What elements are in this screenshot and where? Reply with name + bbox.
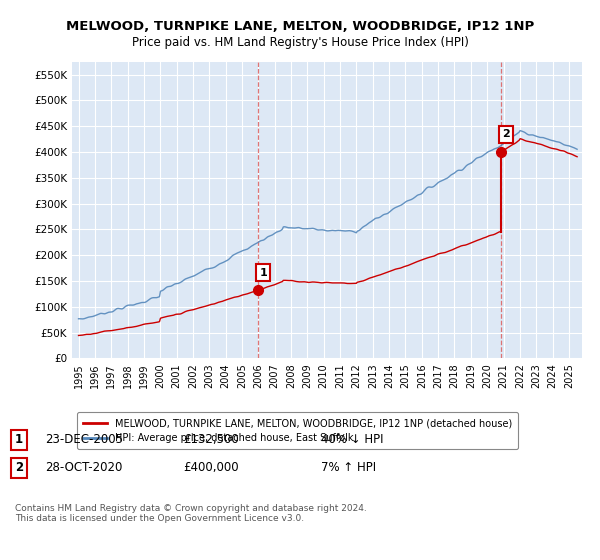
Text: MELWOOD, TURNPIKE LANE, MELTON, WOODBRIDGE, IP12 1NP: MELWOOD, TURNPIKE LANE, MELTON, WOODBRID… xyxy=(66,20,534,32)
Text: 28-OCT-2020: 28-OCT-2020 xyxy=(45,461,122,474)
Text: 23-DEC-2005: 23-DEC-2005 xyxy=(45,433,123,446)
Text: 1: 1 xyxy=(15,433,23,446)
Text: 1: 1 xyxy=(259,268,267,278)
Text: £400,000: £400,000 xyxy=(183,461,239,474)
Text: 2: 2 xyxy=(15,461,23,474)
Text: 7% ↑ HPI: 7% ↑ HPI xyxy=(321,461,376,474)
Text: Contains HM Land Registry data © Crown copyright and database right 2024.
This d: Contains HM Land Registry data © Crown c… xyxy=(15,504,367,524)
Text: 2: 2 xyxy=(502,129,510,139)
Text: £132,500: £132,500 xyxy=(183,433,239,446)
Text: Price paid vs. HM Land Registry's House Price Index (HPI): Price paid vs. HM Land Registry's House … xyxy=(131,36,469,49)
Legend: MELWOOD, TURNPIKE LANE, MELTON, WOODBRIDGE, IP12 1NP (detached house), HPI: Aver: MELWOOD, TURNPIKE LANE, MELTON, WOODBRID… xyxy=(77,412,518,449)
Text: 40% ↓ HPI: 40% ↓ HPI xyxy=(321,433,383,446)
